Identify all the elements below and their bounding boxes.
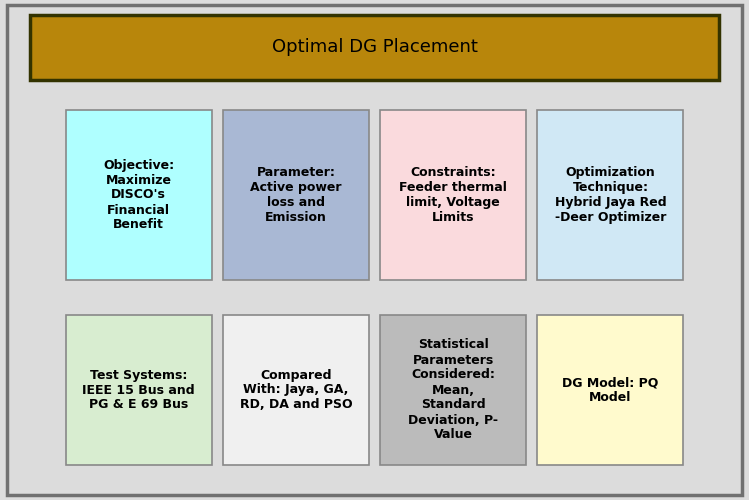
Text: Optimal DG Placement: Optimal DG Placement [272,38,477,56]
Text: Objective:
Maximize
DISCO's
Financial
Benefit: Objective: Maximize DISCO's Financial Be… [103,158,174,232]
FancyBboxPatch shape [65,110,211,280]
FancyBboxPatch shape [223,110,369,280]
FancyBboxPatch shape [223,315,369,465]
FancyBboxPatch shape [538,110,684,280]
FancyBboxPatch shape [538,315,684,465]
Text: Test Systems:
IEEE 15 Bus and
PG & E 69 Bus: Test Systems: IEEE 15 Bus and PG & E 69 … [82,368,195,412]
FancyBboxPatch shape [30,15,719,80]
Text: Optimization
Technique:
Hybrid Jaya Red
-Deer Optimizer: Optimization Technique: Hybrid Jaya Red … [554,166,667,224]
FancyBboxPatch shape [380,110,527,280]
Text: Statistical
Parameters
Considered:
Mean,
Standard
Deviation, P-
Value: Statistical Parameters Considered: Mean,… [408,338,498,442]
FancyBboxPatch shape [7,5,742,495]
Text: DG Model: PQ
Model: DG Model: PQ Model [562,376,658,404]
FancyBboxPatch shape [65,315,211,465]
Text: Compared
With: Jaya, GA,
RD, DA and PSO: Compared With: Jaya, GA, RD, DA and PSO [240,368,352,412]
Text: Constraints:
Feeder thermal
limit, Voltage
Limits: Constraints: Feeder thermal limit, Volta… [399,166,507,224]
FancyBboxPatch shape [380,315,527,465]
Text: Parameter:
Active power
loss and
Emission: Parameter: Active power loss and Emissio… [250,166,342,224]
